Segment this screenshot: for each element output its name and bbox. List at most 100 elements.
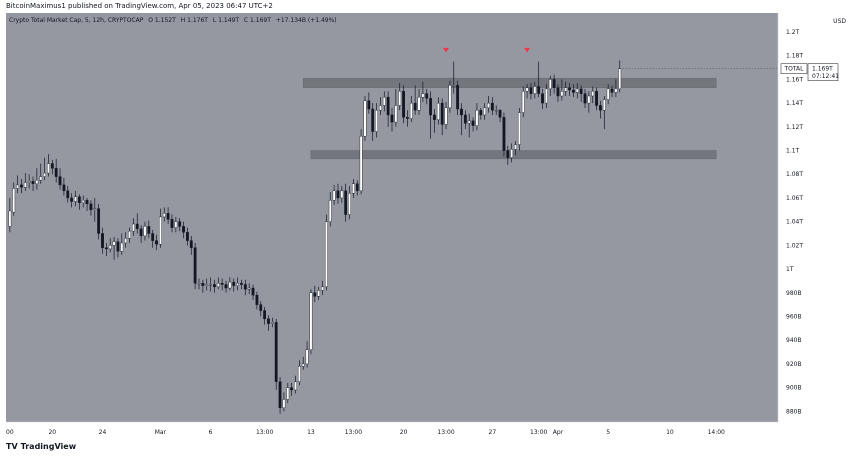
legend-open-value: 1.152T (154, 17, 176, 24)
candle-body-27 (112, 241, 116, 246)
candle-body-109 (429, 98, 432, 116)
price-tick-label: 1.04T (786, 219, 803, 226)
candle-body-80 (317, 290, 321, 297)
time-tick-label: 13:00 (345, 429, 362, 436)
time-tick-label: 13:00 (530, 429, 547, 436)
candle-body-142 (556, 87, 560, 97)
candle-body-95 (375, 110, 378, 132)
candle-body-148 (579, 88, 583, 94)
resistance-marker-1 (524, 47, 531, 53)
candle-body-84 (332, 190, 336, 201)
candle-body-39 (159, 216, 162, 245)
candle-body-31 (128, 230, 131, 239)
legend-low-label: L (212, 17, 217, 24)
time-tick-label: 24 (99, 429, 107, 436)
zone-rect-1 (310, 150, 717, 160)
candle-body-108 (425, 93, 429, 99)
candle-body-40 (162, 213, 166, 218)
candle-body-130 (510, 149, 514, 158)
legend-close-value: 1.169T (250, 17, 271, 24)
candle-body-56 (224, 284, 228, 289)
candle-body-103 (406, 117, 409, 119)
candle-body-59 (236, 283, 239, 286)
candle-body-23 (97, 208, 101, 234)
candle-body-25 (104, 247, 108, 250)
candle-body-131 (514, 144, 517, 150)
candle-body-21 (89, 203, 93, 210)
candle-body-33 (135, 223, 139, 229)
candle-body-46 (186, 232, 189, 241)
candle-body-63 (251, 287, 255, 296)
candle-body-93 (367, 100, 371, 110)
candle-body-58 (232, 281, 236, 286)
candle-body-102 (402, 91, 405, 118)
candle-body-100 (394, 105, 398, 123)
candle-body-11 (50, 163, 54, 169)
candle-body-128 (502, 117, 506, 151)
candle-body-2 (16, 184, 19, 189)
time-tick-label: 13:00 (256, 429, 273, 436)
candle-body-96 (379, 105, 382, 111)
candle-body-132 (517, 112, 521, 145)
candle-body-134 (525, 87, 529, 92)
candle-body-113 (444, 107, 448, 125)
candle-body-50 (201, 283, 205, 286)
candle-body-10 (47, 163, 50, 174)
candle-body-79 (313, 292, 317, 297)
candle-body-43 (174, 221, 178, 228)
price-tick-label: 900B (786, 385, 802, 392)
candle-body-123 (483, 107, 487, 116)
candle-body-53 (213, 284, 216, 288)
candle-body-73 (290, 387, 294, 391)
price-tick-label: 960B (786, 313, 802, 320)
candle-body-115 (452, 85, 456, 87)
candle-body-12 (54, 168, 58, 177)
price-tick-label: 920B (786, 361, 802, 368)
symbol-tag-label: TOTAL (783, 66, 804, 73)
candle-body-65 (259, 304, 263, 311)
candle-body-97 (382, 96, 386, 106)
price-tick-label: 1.1T (786, 148, 800, 155)
candle-body-104 (409, 102, 413, 119)
price-tick-label: 880B (786, 408, 802, 415)
price-axis-unit: USD (833, 18, 846, 25)
plot-area (6, 13, 778, 422)
candle-body-45 (182, 226, 185, 233)
candle-body-89 (352, 183, 355, 194)
candle-body-157 (614, 88, 618, 93)
candle-body-120 (471, 120, 475, 126)
candle-body-48 (193, 247, 197, 284)
candle-body-69 (274, 322, 278, 382)
candle-body-105 (413, 102, 417, 111)
candle-body-127 (498, 110, 502, 118)
candle-body-150 (587, 95, 591, 104)
legend-high-value: 1.176T (187, 17, 208, 24)
legend-close-label: C (243, 17, 249, 24)
price-tick-label: 1.06T (786, 195, 803, 202)
candle-body-146 (572, 89, 575, 93)
price-tag-box (807, 63, 839, 81)
candle-body-121 (475, 110, 479, 126)
candle-body-149 (583, 93, 587, 104)
candle-body-60 (240, 283, 243, 285)
candle-body-141 (552, 79, 556, 88)
candle-body-75 (297, 366, 301, 382)
candle-body-143 (560, 91, 564, 97)
candle-body-26 (108, 245, 112, 250)
candle-body-92 (363, 100, 367, 137)
candle-body-99 (390, 114, 394, 123)
time-tick-label: Mar (155, 429, 167, 436)
tradingview-logo[interactable]: TV TradingView (6, 442, 76, 451)
candle-body-98 (386, 96, 390, 116)
time-tick-label: 10 (666, 429, 674, 436)
time-tick-label: 00 (6, 429, 14, 436)
legend-change: +17.134B (+1.49%) (275, 17, 337, 24)
candle-body-5 (27, 181, 31, 183)
candle-body-3 (20, 184, 23, 188)
candle-body-70 (278, 381, 282, 408)
price-axis-panel (778, 13, 850, 443)
candle-body-140 (548, 79, 552, 90)
candle-body-129 (506, 150, 510, 158)
